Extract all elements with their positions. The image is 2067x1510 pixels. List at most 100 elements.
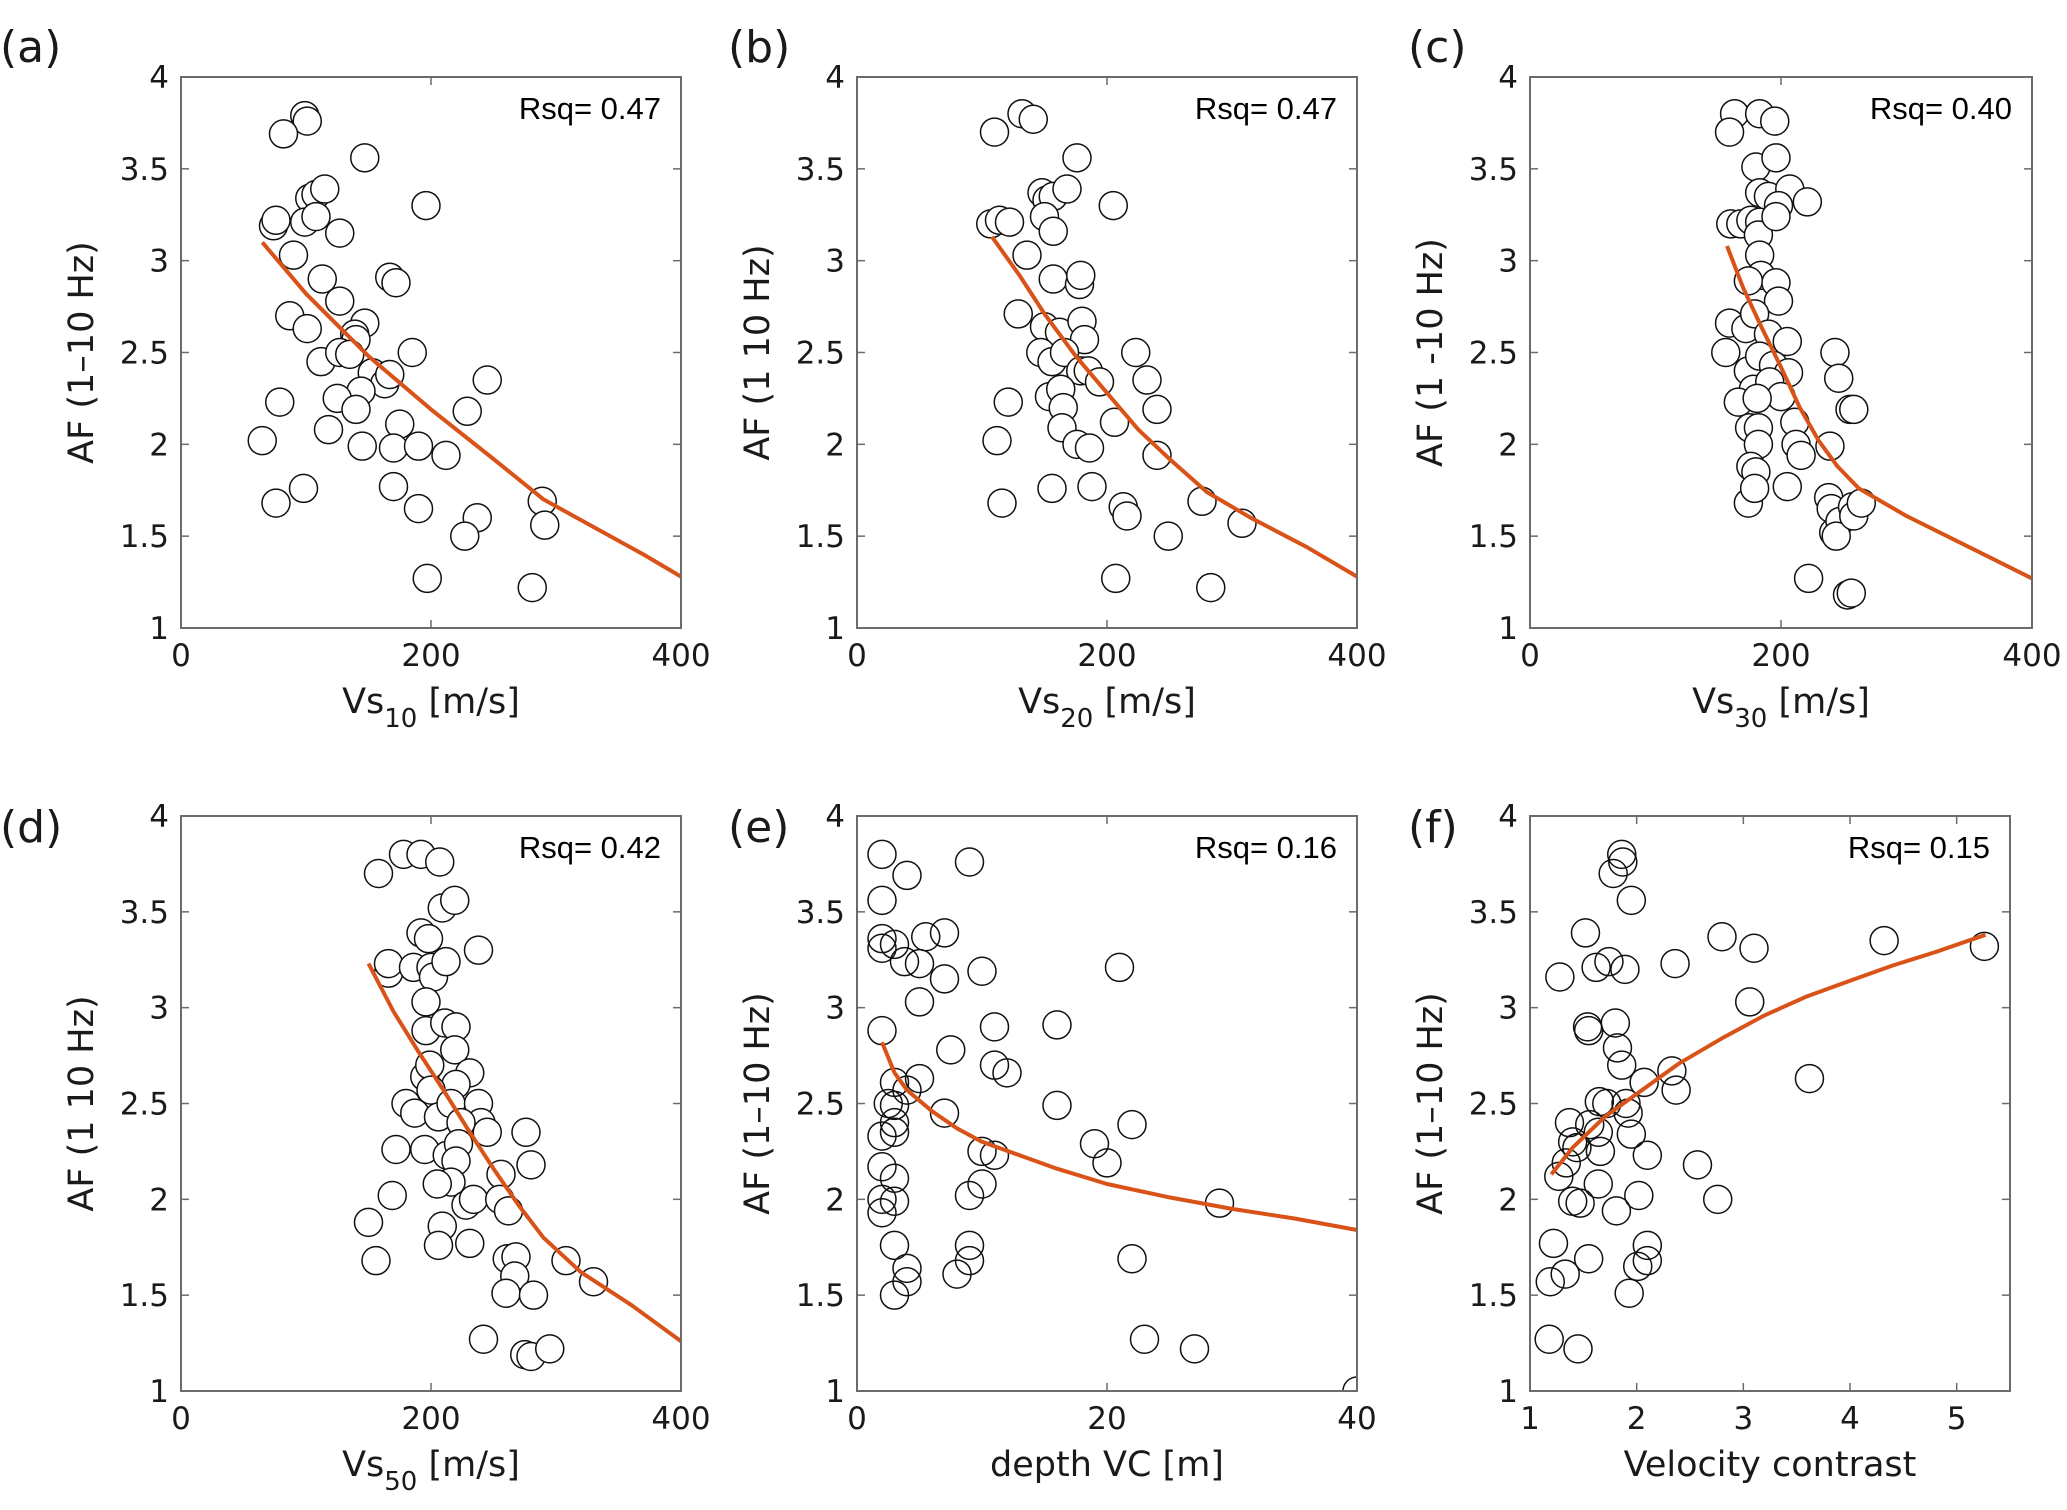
data-point [1573,1015,1604,1046]
data-point [892,1253,922,1284]
x-axis-label-main: Vs [1018,682,1060,722]
data-point [1196,572,1226,603]
x-tick-label: 200 [401,638,460,674]
data-point [1117,1109,1147,1140]
data-point [1616,1119,1647,1149]
data-point [397,337,427,368]
data-point [879,1117,910,1147]
y-tick-label: 3 [149,991,169,1027]
x-tick-label: 400 [1327,638,1386,674]
data-point [1632,1230,1663,1261]
data-point [867,1198,897,1228]
y-axis-label: AF (1 10 Hz) [738,244,778,460]
data-point [1608,847,1638,877]
y-tick-label: 2 [825,427,845,463]
panel-label: (e) [728,802,789,853]
data-point [1132,365,1162,395]
data-point [1820,337,1850,368]
x-axis-label-unit: [m/s] [1767,682,1870,722]
data-point [1682,1150,1713,1180]
y-tick-label: 3.5 [1469,152,1518,188]
x-axis-label: depth VC [m] [990,1445,1224,1485]
rsq-annotation: Rsq= 0.40 [1870,91,2012,126]
x-axis-label-unit: [m/s] [1093,682,1196,722]
data-point [867,1015,897,1046]
x-axis-label-unit: [m/s] [417,682,520,722]
data-point [517,572,547,603]
x-axis-label: Vs50 [m/s] [342,1445,520,1497]
fit-curve [880,1041,1358,1232]
y-tick-label: 1 [149,1374,169,1410]
data-point [1739,473,1770,504]
data-point [1792,187,1823,217]
data-point [867,933,897,963]
rsq-annotation: Rsq= 0.15 [1848,830,1990,865]
data-point [1624,1180,1654,1211]
x-axis-label-subscript: 30 [1734,704,1767,734]
data-point [307,264,337,294]
data-point [904,987,935,1017]
data-point [1632,1140,1663,1170]
data-point [1129,1324,1160,1354]
data-point [1098,190,1128,221]
data-point [491,1278,521,1308]
data-point [1562,1132,1592,1163]
data-point [431,946,461,977]
data-point [904,1063,935,1094]
data-point [518,1280,549,1310]
x-tick-label: 200 [1077,638,1136,674]
data-point [1142,394,1172,425]
fit-curve [1549,932,1987,1176]
panel-label: (f) [1408,802,1458,853]
x-tick-label: 400 [651,638,710,674]
y-tick-label: 2 [149,1182,169,1218]
data-point [1661,1075,1691,1105]
data-point [353,1207,384,1238]
data-point [879,929,910,960]
data-point [1794,1063,1825,1094]
y-tick-label: 3 [149,244,169,280]
y-axis-label: AF (1 10 Hz) [62,995,102,1211]
data-point [1117,1244,1147,1274]
scatter-points [247,100,560,603]
data-point [452,396,482,427]
data-point [1823,363,1854,393]
data-point [247,425,277,456]
data-point [1772,471,1803,502]
data-point [993,387,1023,417]
y-tick-label: 3 [825,991,845,1027]
x-axis-label-subscript: 50 [384,1467,417,1497]
x-tick-label: 0 [171,1401,191,1437]
data-point [929,964,960,994]
data-point [1602,1033,1633,1063]
data-point [1563,1334,1593,1364]
data-point [458,1184,489,1215]
panel-label: (c) [1408,22,1467,73]
data-point [1581,952,1611,983]
scatter-points [1711,98,1877,610]
data-point [468,1324,499,1354]
fit-curve [366,962,683,1343]
data-point [1003,299,1033,329]
data-point [431,440,461,471]
data-point [423,1230,454,1261]
fit-curve [990,235,1359,579]
data-point [403,431,434,461]
data-point [987,488,1017,518]
data-point [1583,1117,1614,1147]
data-point [1066,260,1096,291]
data-point [1534,1324,1564,1354]
data-point [892,860,922,891]
y-tick-label: 2.5 [1469,336,1518,372]
data-point [493,1196,524,1226]
x-tick-label: 0 [171,638,191,674]
panel-d: (d) 1 1.5 2 2.5 3 3.5 4 0 200 400 Rsq= 0.42 AF (1 10… [0,799,711,1497]
y-tick-label: 3.5 [796,895,845,931]
data-point [879,1280,910,1310]
data-point [535,1334,565,1364]
panel-b: (b) 1 1.5 2 2.5 3 3.5 4 0 200 400 Rsq= 0.47 AF (1 10… [728,22,1387,734]
data-point [373,948,404,979]
data-point [1018,104,1048,134]
data-point [335,339,365,370]
